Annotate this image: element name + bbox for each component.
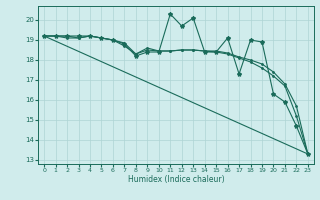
X-axis label: Humidex (Indice chaleur): Humidex (Indice chaleur): [128, 175, 224, 184]
